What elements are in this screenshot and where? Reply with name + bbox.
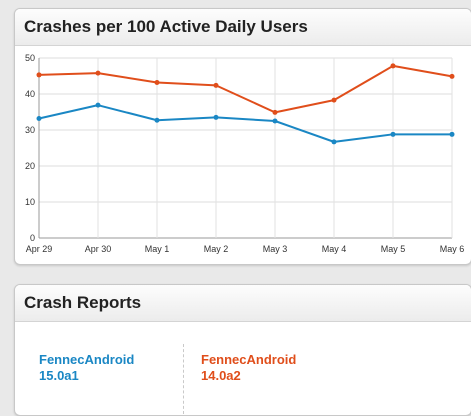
series-2-point: [36, 115, 42, 121]
y-tick-label: 30: [25, 125, 35, 135]
y-tick-label: 10: [25, 197, 35, 207]
x-tick-label: Apr 30: [85, 244, 112, 254]
crash-reports-panel: Crash Reports FennecAndroid 15.0a1 Fenne…: [14, 284, 471, 416]
crash-rate-line-chart: 0 10 20 30 40 50 Apr 29 Apr 30 May 1 May 2 May 3 Ma…: [25, 53, 465, 254]
x-tick-label: May 1: [145, 244, 170, 254]
x-tick-label: May 6: [440, 244, 465, 254]
product-version: 15.0a1: [39, 368, 79, 383]
x-tick-label: Apr 29: [26, 244, 53, 254]
x-tick-label: May 5: [381, 244, 406, 254]
series-2-point: [154, 117, 160, 123]
y-tick-label: 0: [30, 233, 35, 243]
series-1-point: [154, 79, 160, 85]
y-tick-label: 50: [25, 53, 35, 63]
product-link-fennec-15[interactable]: FennecAndroid 15.0a1: [39, 352, 134, 384]
series-2-point: [95, 102, 101, 108]
x-tick-label: May 4: [322, 244, 347, 254]
product-name: FennecAndroid: [201, 352, 297, 367]
series-2-point: [213, 114, 219, 120]
product-link-fennec-14[interactable]: FennecAndroid 14.0a2: [201, 352, 296, 384]
series-line-1: [38, 64, 453, 114]
series-1-point: [390, 63, 396, 69]
product-name: FennecAndroid: [39, 352, 135, 367]
series-1-point: [36, 72, 42, 78]
y-tick-label: 20: [25, 161, 35, 171]
series-1-point: [449, 73, 455, 79]
product-divider: [183, 344, 184, 414]
series-1-point: [213, 82, 219, 88]
series-2-point: [390, 131, 396, 137]
crash-rate-panel: Crashes per 100 Active Daily Users 0 10 20…: [14, 8, 471, 265]
series-2-point: [272, 118, 278, 124]
reports-body: FennecAndroid 15.0a1 FennecAndroid 14.0a…: [15, 322, 471, 415]
series-1-point: [95, 70, 101, 76]
chart-panel-title: Crashes per 100 Active Daily Users: [15, 9, 471, 46]
series-2-point: [449, 131, 455, 137]
x-tick-label: May 3: [263, 244, 288, 254]
series-line-2: [38, 104, 452, 143]
series-1-point: [272, 109, 278, 115]
series-2-point: [331, 139, 337, 145]
reports-panel-title: Crash Reports: [15, 285, 471, 322]
x-tick-label: May 2: [204, 244, 229, 254]
y-tick-label: 40: [25, 89, 35, 99]
series-1-point: [331, 97, 337, 103]
product-version: 14.0a2: [201, 368, 241, 383]
